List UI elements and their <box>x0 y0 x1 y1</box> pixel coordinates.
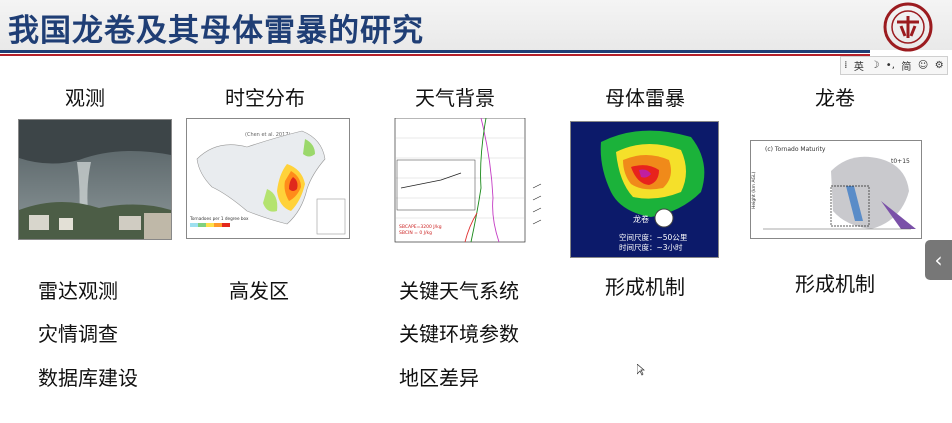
map-caption: Tornadoes per 1 degree box <box>189 216 249 221</box>
slide-header <box>0 0 952 50</box>
map-credit: (Chen et al. 2017) <box>245 132 290 138</box>
radar-tornado-label: 龙卷 <box>633 214 649 224</box>
slide-title: 我国龙卷及其母体雷暴的研究 <box>8 13 424 49</box>
item-radar-observation: 雷达观测 <box>38 279 118 303</box>
item-storm-mechanism: 形成机制 <box>605 275 685 299</box>
tornado-maturity-panel: (c) Tornado Maturity t0+15 Height (km AG… <box>750 140 922 239</box>
tornado-photo <box>18 119 172 240</box>
panel-title: (c) Tornado Maturity <box>765 146 826 153</box>
radar-time-scale: 时间尺度：~3小时 <box>619 242 683 252</box>
ime-moon-icon[interactable]: ☽ <box>870 60 880 71</box>
ime-separator-icon: ⁞ <box>844 60 848 71</box>
heading-parent-storm: 母体雷暴 <box>605 86 685 110</box>
ime-punct-icon[interactable]: •, <box>885 60 895 71</box>
panel-ylabel: Height (km AGL) <box>751 172 757 209</box>
ime-settings-icon[interactable]: ⚙ <box>934 60 944 71</box>
item-database: 数据库建设 <box>38 366 138 390</box>
radar-space-scale: 空间尺度：~50公里 <box>619 232 688 242</box>
item-weather-systems: 关键天气系统 <box>399 279 519 303</box>
mouse-cursor-icon <box>637 364 645 376</box>
heading-tornado: 龙卷 <box>815 86 855 110</box>
ime-simplified-toggle[interactable]: 简 <box>901 62 912 73</box>
sounding-cin: SBCIN = 0 J/kg <box>399 230 432 236</box>
item-damage-survey: 灾情调查 <box>38 322 118 346</box>
chevron-left-icon[interactable]: ‹ <box>925 240 952 280</box>
ime-emoji-icon[interactable]: ☺ <box>917 60 929 71</box>
sounding-cape: SBCAPE=3200 J/kg <box>399 224 442 230</box>
pku-seal-icon <box>883 2 933 52</box>
panel-time: t0+15 <box>891 158 910 165</box>
title-rule-red <box>0 54 870 56</box>
heading-background: 天气背景 <box>415 86 495 110</box>
heading-distribution: 时空分布 <box>225 86 305 110</box>
item-tornado-mechanism: 形成机制 <box>795 272 875 296</box>
item-hotspot: 高发区 <box>229 279 289 303</box>
heading-observation: 观测 <box>65 86 105 110</box>
item-env-params: 关键环境参数 <box>399 322 519 346</box>
ime-toolbar[interactable]: ⁞ 英 ☽ •, 简 ☺ ⚙ <box>840 56 948 75</box>
tornado-distribution-map: (Chen et al. 2017) Tornadoes per 1 degre… <box>186 118 350 239</box>
title-rule-blue <box>0 50 870 53</box>
radar-reflectivity: 龙卷 空间尺度：~50公里 时间尺度：~3小时 <box>570 121 719 258</box>
ime-mode-toggle[interactable]: 英 <box>853 62 864 73</box>
item-regional-diff: 地区差异 <box>399 366 479 390</box>
skewt-sounding: SBCAPE=3200 J/kg SBCIN = 0 J/kg <box>381 118 549 250</box>
